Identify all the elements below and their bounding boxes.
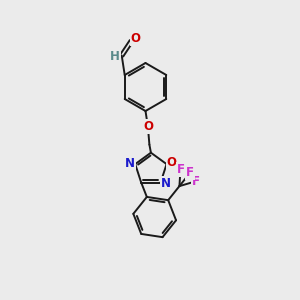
Text: H: H — [110, 50, 120, 63]
Text: F: F — [191, 175, 200, 188]
Text: F: F — [176, 163, 184, 176]
Text: O: O — [143, 120, 153, 133]
Text: F: F — [186, 167, 194, 179]
Text: O: O — [130, 32, 140, 46]
Text: O: O — [167, 156, 177, 169]
Text: N: N — [161, 177, 171, 190]
Text: N: N — [125, 157, 135, 170]
